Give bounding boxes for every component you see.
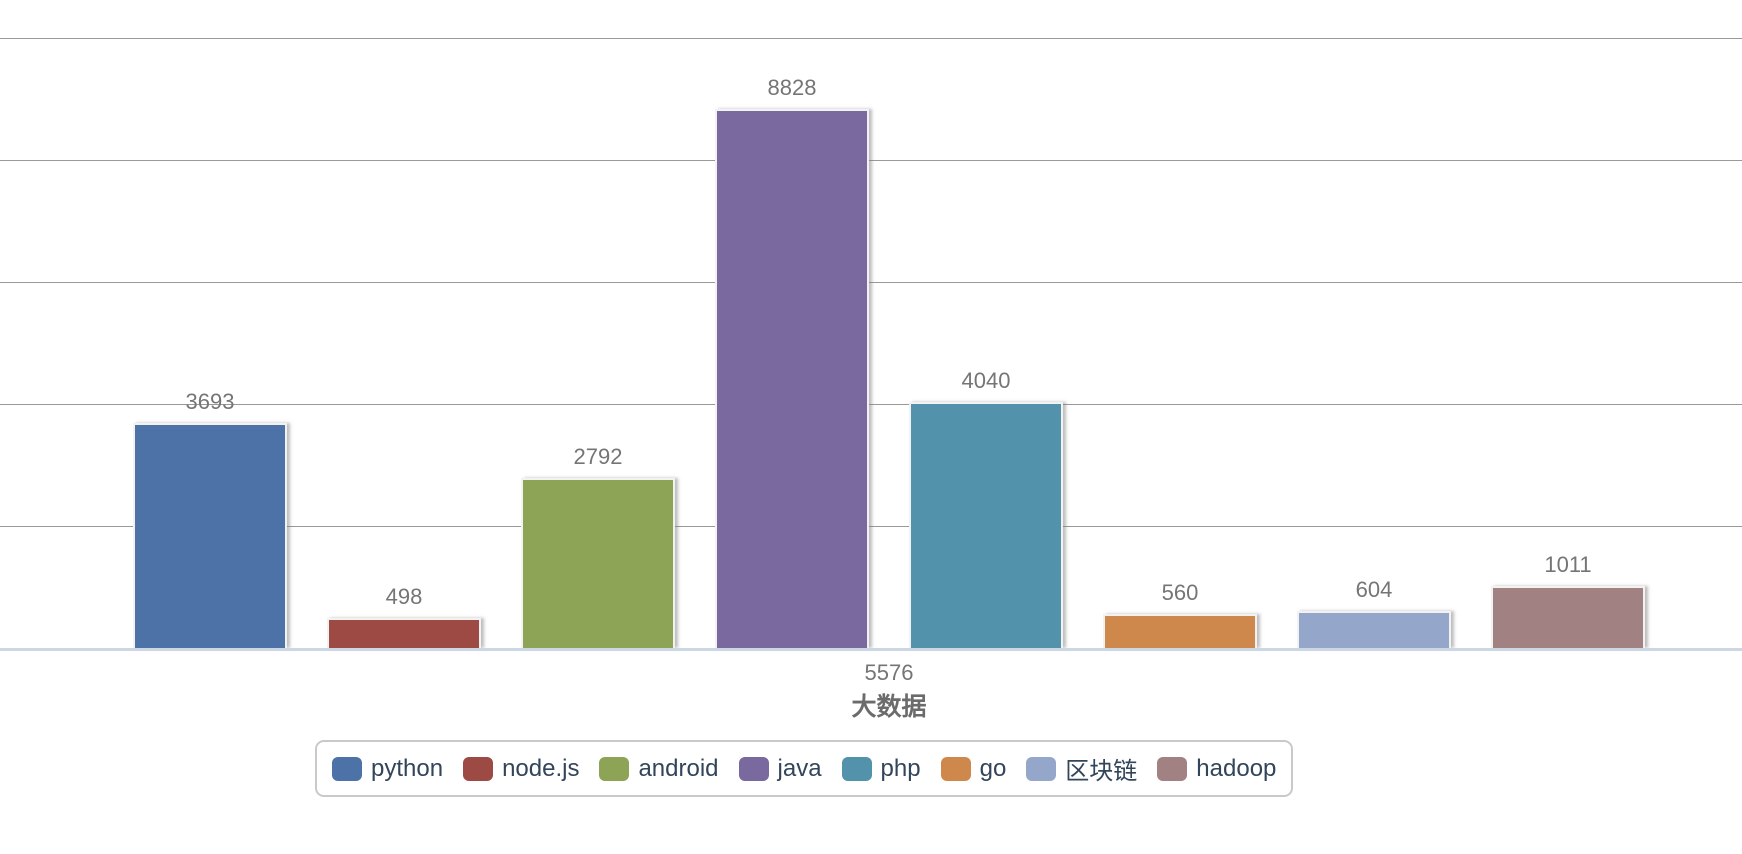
legend-swatch-icon	[599, 756, 630, 781]
legend-item-区块链[interactable]: 区块链	[1026, 751, 1137, 786]
bar-go[interactable]	[1103, 614, 1257, 648]
bar-value-label-python: 3693	[185, 389, 235, 414]
legend-item-go[interactable]: go	[940, 754, 1007, 783]
legend-item-node.js[interactable]: node.js	[463, 755, 579, 783]
legend-swatch-icon	[841, 756, 872, 781]
bar-区块链[interactable]	[1297, 611, 1451, 648]
bar-php[interactable]	[909, 402, 1063, 648]
gridline-y-4000	[0, 404, 1742, 405]
gridline-y-6000	[0, 282, 1742, 283]
legend-item-label: php	[880, 754, 921, 782]
legend-item-label: hadoop	[1196, 754, 1277, 782]
gridline-y-2000	[0, 526, 1742, 527]
legend-item-python[interactable]: python	[332, 755, 443, 783]
legend-item-label: 区块链	[1065, 758, 1138, 785]
legend-item-label: node.js	[502, 754, 580, 782]
x-axis-extra-value-label: 5576	[864, 660, 914, 685]
legend-item-php[interactable]: php	[841, 754, 921, 783]
x-axis-line	[0, 648, 1742, 651]
bar-java[interactable]	[715, 109, 869, 648]
bar-node.js[interactable]	[327, 618, 481, 648]
bar-android[interactable]	[521, 478, 675, 648]
bar-value-label-node.js: 498	[385, 584, 423, 609]
legend-item-android[interactable]: android	[599, 754, 719, 783]
bar-value-label-go: 560	[1161, 580, 1199, 605]
gridline-y-10000	[0, 38, 1742, 39]
legend-swatch-icon	[1157, 756, 1188, 781]
x-axis-category-label: 大数据	[851, 693, 927, 721]
bar-value-label-android: 2792	[573, 444, 623, 469]
legend-swatch-icon	[738, 756, 769, 781]
legend-item-label: android	[638, 754, 719, 782]
legend-swatch-icon	[940, 756, 971, 781]
gridline-y-8000	[0, 160, 1742, 161]
legend-item-hadoop[interactable]: hadoop	[1157, 755, 1276, 783]
bar-python[interactable]	[133, 423, 287, 648]
legend-item-label: java	[777, 754, 822, 782]
legend-swatch-icon	[463, 756, 494, 781]
legend-item-java[interactable]: java	[738, 754, 822, 783]
bar-value-label-区块链: 604	[1355, 577, 1393, 602]
bar-hadoop[interactable]	[1491, 586, 1645, 648]
legend-item-label: go	[979, 754, 1007, 782]
legend-item-label: python	[371, 754, 444, 782]
bar-value-label-hadoop: 1011	[1544, 552, 1592, 577]
legend-swatch-icon	[1026, 756, 1057, 781]
legend-swatch-icon	[332, 756, 362, 781]
chart-legend: python node.js android java php go 区块链 hadoop	[315, 740, 1294, 797]
bar-value-label-java: 8828	[767, 75, 817, 100]
bar-value-label-php: 4040	[961, 368, 1011, 393]
